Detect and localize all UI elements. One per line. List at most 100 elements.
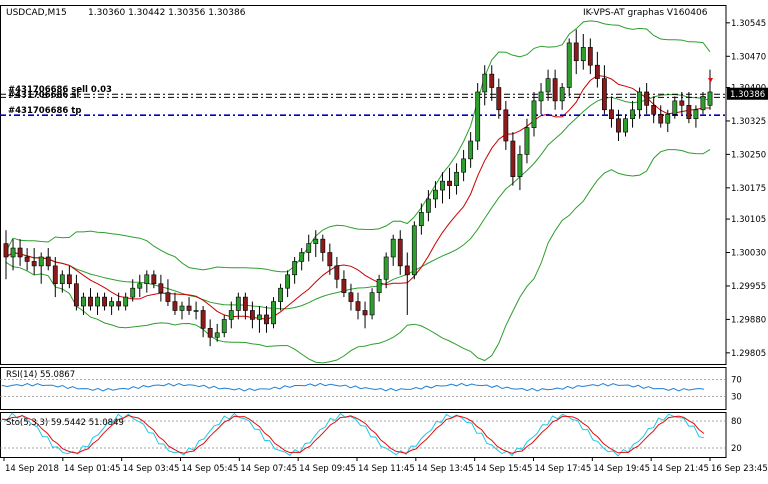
candle xyxy=(186,297,192,315)
candle xyxy=(686,91,692,124)
candle-body xyxy=(679,100,685,106)
candle xyxy=(235,292,241,320)
candle-body xyxy=(489,73,495,88)
candle xyxy=(418,203,424,235)
candle-body xyxy=(271,301,276,325)
candle xyxy=(510,132,516,186)
candle-body xyxy=(299,252,305,262)
time-tick-label: 14 Sep 19:45 xyxy=(593,464,650,474)
candle-body xyxy=(158,283,164,293)
symbol-label: USDCAD,M15 xyxy=(6,8,67,18)
candle xyxy=(17,239,23,266)
candle-body xyxy=(594,64,600,79)
candle xyxy=(411,221,417,280)
candle xyxy=(81,292,86,315)
candle xyxy=(109,297,115,315)
candle-body xyxy=(503,109,509,142)
candle-body xyxy=(17,247,23,258)
candle xyxy=(566,38,572,97)
candle xyxy=(52,256,58,298)
price-tick-label: 1.29955 xyxy=(731,282,766,292)
candle-body xyxy=(482,73,488,93)
candle-body xyxy=(496,87,502,111)
candle xyxy=(672,96,678,119)
candle-body xyxy=(538,91,544,102)
candle-body xyxy=(390,238,396,258)
candle-body xyxy=(651,105,657,115)
candle xyxy=(609,96,614,128)
candle-body xyxy=(397,238,403,267)
candle xyxy=(587,38,593,75)
candle-body xyxy=(510,140,516,177)
candle-body xyxy=(531,100,537,128)
candle-body xyxy=(601,78,607,111)
candle-body xyxy=(165,292,171,302)
candle-body xyxy=(433,189,438,200)
candle-body xyxy=(658,113,664,124)
candle-body xyxy=(221,319,227,334)
candle xyxy=(454,163,459,195)
candle-body xyxy=(320,238,326,253)
candle-body xyxy=(179,305,185,311)
sto-signal-line xyxy=(1,414,705,454)
candle xyxy=(623,114,628,137)
axes: 1.305451.304701.304001.303251.302501.301… xyxy=(3,19,768,474)
grid-layer xyxy=(0,5,727,458)
candle-body xyxy=(609,109,614,120)
candle-body xyxy=(102,296,107,307)
candle xyxy=(38,252,44,284)
candle-body xyxy=(552,78,558,102)
ohlc-readout: 1.30360 1.30442 1.30356 1.30386 xyxy=(88,8,246,18)
candle-body xyxy=(700,96,706,111)
candle-body xyxy=(123,296,129,307)
candle-body xyxy=(137,283,143,289)
candle xyxy=(249,301,255,329)
candle-body xyxy=(285,274,291,289)
candle-body xyxy=(249,310,255,320)
candle-body xyxy=(376,278,382,293)
candle xyxy=(594,51,600,88)
candle-body xyxy=(672,100,678,115)
candle xyxy=(679,91,685,115)
candle-body xyxy=(306,243,312,253)
candle-body xyxy=(264,314,269,325)
candle xyxy=(144,270,150,293)
candle-body xyxy=(644,91,650,106)
sto-tick-label: 20 xyxy=(731,444,742,454)
candle-body xyxy=(24,256,30,262)
candle xyxy=(545,69,551,101)
time-tick-label: 14 Sep 05:45 xyxy=(182,464,239,474)
time-tick-label: 14 Sep 03:45 xyxy=(123,464,180,474)
candle-body xyxy=(348,292,354,302)
candle xyxy=(88,288,93,311)
candle xyxy=(503,100,509,150)
candle-body xyxy=(109,301,115,307)
rsi-tick-label: 70 xyxy=(731,376,742,386)
candle-body xyxy=(151,274,157,285)
candle xyxy=(376,274,382,302)
order-line-label: #431706686 tp xyxy=(8,106,81,116)
candle-body xyxy=(369,292,375,316)
candle xyxy=(559,83,565,110)
candle-body xyxy=(566,42,572,88)
bollinger-middle xyxy=(5,94,711,310)
candle-body xyxy=(278,287,283,302)
candle xyxy=(707,69,713,110)
price-tick-label: 1.30545 xyxy=(731,19,766,29)
candle xyxy=(616,109,621,142)
candle xyxy=(601,65,607,115)
stochastic-label: Sto(5,3,3) 59.5442 51.0849 xyxy=(6,418,124,428)
candle xyxy=(334,256,340,289)
candle-body xyxy=(235,296,241,311)
candle-body xyxy=(45,256,51,267)
candle-body xyxy=(693,109,699,120)
candle xyxy=(651,96,657,124)
time-tick-label: 14 Sep 09:45 xyxy=(299,464,356,474)
candle-body xyxy=(686,105,692,120)
candle xyxy=(383,252,389,289)
candle-body xyxy=(81,296,86,307)
time-tick-label: 14 Sep 07:45 xyxy=(240,464,297,474)
candle xyxy=(425,190,431,222)
